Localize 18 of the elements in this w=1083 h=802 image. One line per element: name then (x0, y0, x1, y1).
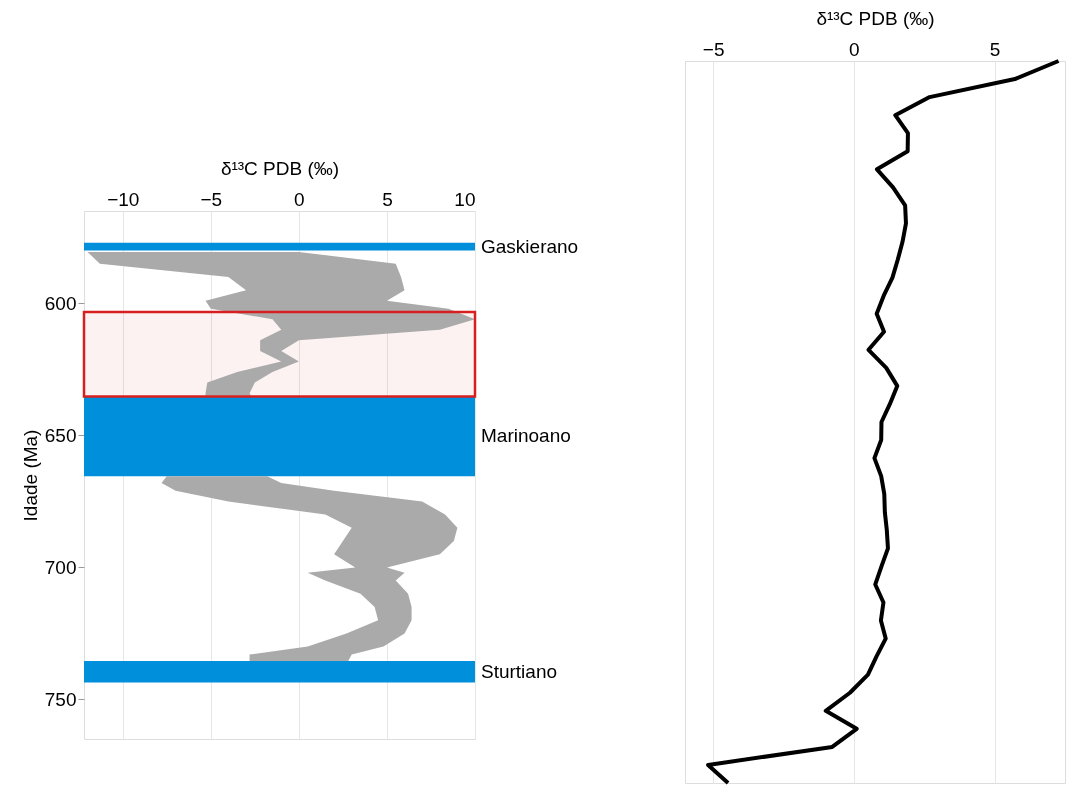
x-axis-title: δ¹³C PDB (‰) (816, 7, 935, 29)
x-tick-label: 5 (989, 38, 1001, 60)
x-tick-label: 0 (294, 188, 305, 210)
x-axis-title: δ¹³C PDB (‰) (220, 157, 340, 179)
x-tick-label: 5 (382, 188, 393, 210)
band-label: Sturtiano (481, 660, 558, 682)
x-tick-label: −5 (200, 188, 223, 210)
x-tick-label: 0 (849, 38, 860, 60)
y-axis-title: Idade (Ma) (19, 429, 41, 522)
band-label: Marinoano (481, 425, 571, 447)
y-tick-label: 650 (44, 424, 77, 446)
y-tick-label: 700 (44, 556, 77, 578)
band-label: Gaskierano (481, 235, 579, 257)
y-tick-label: 750 (44, 688, 77, 710)
x-tick-label: −5 (702, 38, 725, 60)
y-tick-label: 600 (44, 292, 77, 314)
x-tick-label: −10 (107, 188, 140, 210)
x-tick-label: 10 (454, 188, 476, 210)
